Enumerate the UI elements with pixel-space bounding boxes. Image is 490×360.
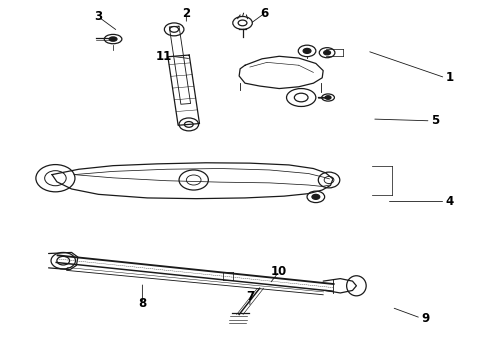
- Text: 7: 7: [246, 290, 254, 303]
- Ellipse shape: [303, 48, 311, 53]
- Ellipse shape: [312, 194, 320, 199]
- Ellipse shape: [324, 50, 331, 55]
- Text: 2: 2: [182, 7, 191, 20]
- Text: 8: 8: [138, 297, 147, 310]
- Ellipse shape: [325, 96, 331, 99]
- Text: 11: 11: [155, 50, 172, 63]
- Text: 10: 10: [271, 265, 287, 278]
- Text: 9: 9: [421, 311, 429, 325]
- Text: 3: 3: [95, 10, 102, 23]
- Text: 6: 6: [260, 7, 269, 20]
- Text: 4: 4: [445, 195, 454, 208]
- Ellipse shape: [109, 37, 117, 41]
- Text: 5: 5: [431, 114, 439, 127]
- Text: 1: 1: [445, 71, 453, 84]
